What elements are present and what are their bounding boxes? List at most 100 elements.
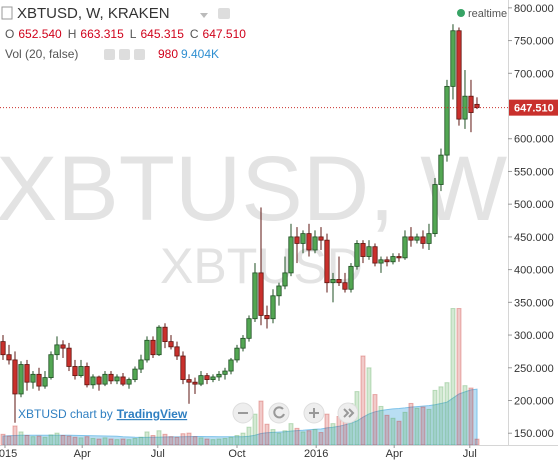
candle-body	[348, 265, 354, 290]
candle-body	[120, 376, 126, 385]
candle-body	[336, 279, 342, 284]
ohlc-value: 652.540	[18, 27, 62, 41]
volume-bar	[150, 435, 156, 446]
volume-bar	[84, 436, 90, 446]
volume-bar	[114, 439, 120, 446]
candle-body	[258, 272, 264, 316]
candle-body	[180, 355, 186, 380]
ohlc-key: L	[130, 27, 137, 41]
volume-settings-icon[interactable]	[119, 49, 130, 60]
candle-body	[150, 339, 156, 356]
x-tick-label: Apr	[74, 448, 91, 460]
volume-bar	[378, 405, 384, 446]
volume-bar	[264, 423, 270, 446]
volume-bar	[300, 431, 306, 446]
candle-body	[144, 339, 150, 361]
volume-bar	[126, 439, 132, 446]
x-tick-label: Apr	[386, 448, 403, 460]
volume-bar	[18, 431, 24, 446]
volume-bar	[360, 355, 366, 446]
candle-body	[234, 347, 240, 361]
candle-body	[438, 154, 444, 185]
x-tick-label: Oct	[228, 448, 245, 460]
volume-value: 980	[158, 47, 178, 61]
candle-body	[60, 344, 66, 349]
volume-bar	[276, 432, 282, 446]
candle-body	[384, 259, 390, 263]
volume-bar	[132, 437, 138, 446]
volume-bar	[336, 416, 342, 446]
candle-body	[204, 375, 210, 380]
volume-bar	[312, 429, 318, 446]
volume-close-icon[interactable]	[134, 49, 145, 60]
settings-icon[interactable]	[218, 8, 230, 19]
candle-body	[126, 379, 132, 385]
ohlc-value: 645.315	[140, 27, 184, 41]
y-tick-label: 300.000	[514, 330, 554, 342]
candle-body	[78, 366, 84, 377]
y-tick-label: 450.000	[514, 232, 554, 244]
zoom-in-icon	[309, 408, 319, 418]
candle-body	[228, 359, 234, 372]
candle-body	[462, 95, 468, 120]
dropdown-arrow[interactable]	[200, 13, 208, 18]
volume-bar	[12, 425, 18, 446]
volume-bar	[450, 308, 456, 446]
volume-bar	[66, 435, 72, 446]
volume-bar	[198, 437, 204, 446]
candle-body	[198, 375, 204, 385]
volume-bar	[42, 436, 48, 446]
candle-body	[192, 381, 198, 385]
candle-body	[72, 366, 78, 377]
candle-body	[408, 236, 414, 241]
volume-bar	[318, 432, 324, 446]
volume-eye-icon[interactable]	[104, 49, 115, 60]
background-layer: XBTUSD, W XBTUSD	[0, 138, 507, 294]
candle-body	[252, 272, 258, 320]
candle-body	[162, 326, 168, 343]
volume-bar	[414, 407, 420, 446]
volume-bar	[306, 430, 312, 446]
volume-bar	[438, 386, 444, 446]
candles-layer	[0, 24, 508, 423]
volume-bar	[168, 436, 174, 446]
volume-bar	[288, 423, 294, 446]
attribution-link[interactable]: TradingView	[117, 407, 188, 421]
candle-body	[30, 373, 36, 383]
volume-ma-area	[2, 388, 478, 446]
candle-body	[66, 347, 72, 367]
y-tick-label: 800.000	[514, 3, 554, 15]
volume-bar	[366, 367, 372, 446]
candle-body	[360, 243, 366, 257]
volume-bar	[390, 417, 396, 446]
scroll-right-icon	[343, 408, 355, 418]
symbol-icon[interactable]	[1, 6, 13, 20]
volume-bar	[186, 432, 192, 446]
volume-bar	[330, 423, 336, 446]
volume-bar	[102, 437, 108, 446]
volume-bar	[384, 414, 390, 446]
volume-bar	[234, 435, 240, 446]
candle-body	[264, 315, 270, 320]
attribution: XBTUSD chart by TradingView	[18, 407, 188, 421]
volume-bar	[30, 436, 36, 446]
reset-button[interactable]	[268, 402, 290, 424]
volume-bar	[324, 413, 330, 446]
candle-body	[324, 239, 330, 284]
candle-body	[270, 295, 276, 320]
candle-body	[24, 364, 30, 383]
candle-body	[102, 373, 108, 385]
candle-body	[36, 373, 42, 387]
volume-bar	[252, 413, 258, 446]
candle-body	[318, 236, 324, 241]
volume-bar	[180, 433, 186, 446]
volume-ma-value: 9.404K	[181, 47, 219, 61]
volume-bar	[432, 389, 438, 446]
volume-bar	[216, 438, 222, 446]
last-price-box	[509, 99, 558, 116]
y-tick-label: 750.000	[514, 36, 554, 48]
volume-bar	[372, 394, 378, 446]
volume-bar	[174, 436, 180, 446]
volume-layer	[0, 308, 480, 446]
